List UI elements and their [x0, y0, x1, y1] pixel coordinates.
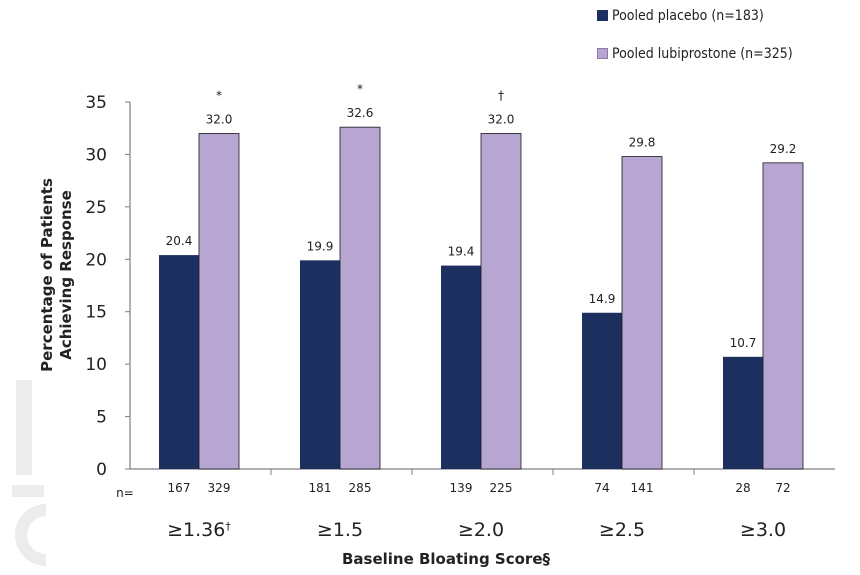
n-count-label: 139 — [450, 481, 473, 495]
n-count-label: 181 — [309, 481, 332, 495]
bar-value-label: 19.9 — [307, 239, 334, 253]
bar-lubiprostone — [762, 162, 804, 470]
bar-lubiprostone — [339, 126, 381, 470]
x-category-label: ≥2.0 — [458, 519, 504, 541]
legend-swatch-lubiprostone — [597, 48, 608, 59]
n-count-label: 74 — [594, 481, 609, 495]
n-count-label: 329 — [208, 481, 231, 495]
y-tick-label: 10 — [85, 355, 107, 375]
n-count-label: 28 — [735, 481, 750, 495]
bar-placebo — [300, 260, 340, 469]
y-tick-label: 0 — [96, 460, 107, 480]
y-tick-label: 20 — [85, 250, 107, 270]
significance-mark: * — [357, 82, 363, 96]
x-category-label: ≥2.5 — [599, 519, 645, 541]
x-category-label: ≥1.5 — [317, 519, 363, 541]
n-count-label: 285 — [349, 481, 372, 495]
bar-value-label: 32.0 — [206, 112, 233, 126]
x-category-label: ≥3.0 — [740, 519, 786, 541]
legend-item-placebo: Pooled placebo (n=183) — [597, 8, 793, 24]
legend-item-lubiprostone: Pooled lubiprostone (n=325) — [597, 46, 793, 62]
n-count-label: 167 — [168, 481, 191, 495]
y-tick-label: 35 — [85, 93, 107, 113]
bar-placebo — [159, 255, 199, 469]
bar-value-label: 14.9 — [589, 292, 616, 306]
x-axis-title: Baseline Bloating Score§ — [342, 550, 551, 568]
category-superscript: † — [225, 520, 231, 533]
bar-value-label: 10.7 — [730, 336, 757, 350]
legend-swatch-placebo — [597, 10, 608, 21]
y-axis-title-line2: Achieving Response — [57, 190, 75, 360]
n-count-label: 225 — [490, 481, 513, 495]
y-tick-label: 30 — [85, 145, 107, 165]
legend-label-lubiprostone: Pooled lubiprostone (n=325) — [612, 46, 793, 62]
y-axis-title-line1: Percentage of Patients — [38, 178, 56, 372]
bar-lubiprostone — [621, 156, 663, 470]
bar-placebo — [723, 356, 763, 469]
n-count-label: 72 — [775, 481, 790, 495]
x-category-label: ≥1.36† — [167, 519, 231, 541]
bar-placebo — [441, 265, 481, 469]
bar-value-label: 29.2 — [770, 142, 797, 156]
bar-value-label: 32.0 — [488, 112, 515, 126]
bar-value-label: 29.8 — [629, 136, 656, 150]
n-prefix-label: n= — [116, 486, 134, 500]
bar-value-label: 32.6 — [347, 106, 374, 120]
legend: Pooled placebo (n=183) Pooled lubiprosto… — [597, 8, 793, 62]
y-tick-label: 15 — [85, 303, 107, 323]
y-tick-label: 5 — [96, 408, 107, 428]
y-tick-label: 25 — [85, 198, 107, 218]
bar-placebo — [582, 312, 622, 469]
watermark-graphic — [12, 380, 47, 566]
bar-value-label: 19.4 — [448, 245, 475, 259]
significance-mark: * — [216, 88, 222, 102]
legend-label-placebo: Pooled placebo (n=183) — [612, 8, 764, 24]
n-count-label: 141 — [631, 481, 654, 495]
significance-mark: † — [498, 88, 504, 102]
bar-value-label: 20.4 — [166, 234, 193, 248]
bar-lubiprostone — [198, 133, 240, 470]
bar-lubiprostone — [480, 133, 522, 470]
